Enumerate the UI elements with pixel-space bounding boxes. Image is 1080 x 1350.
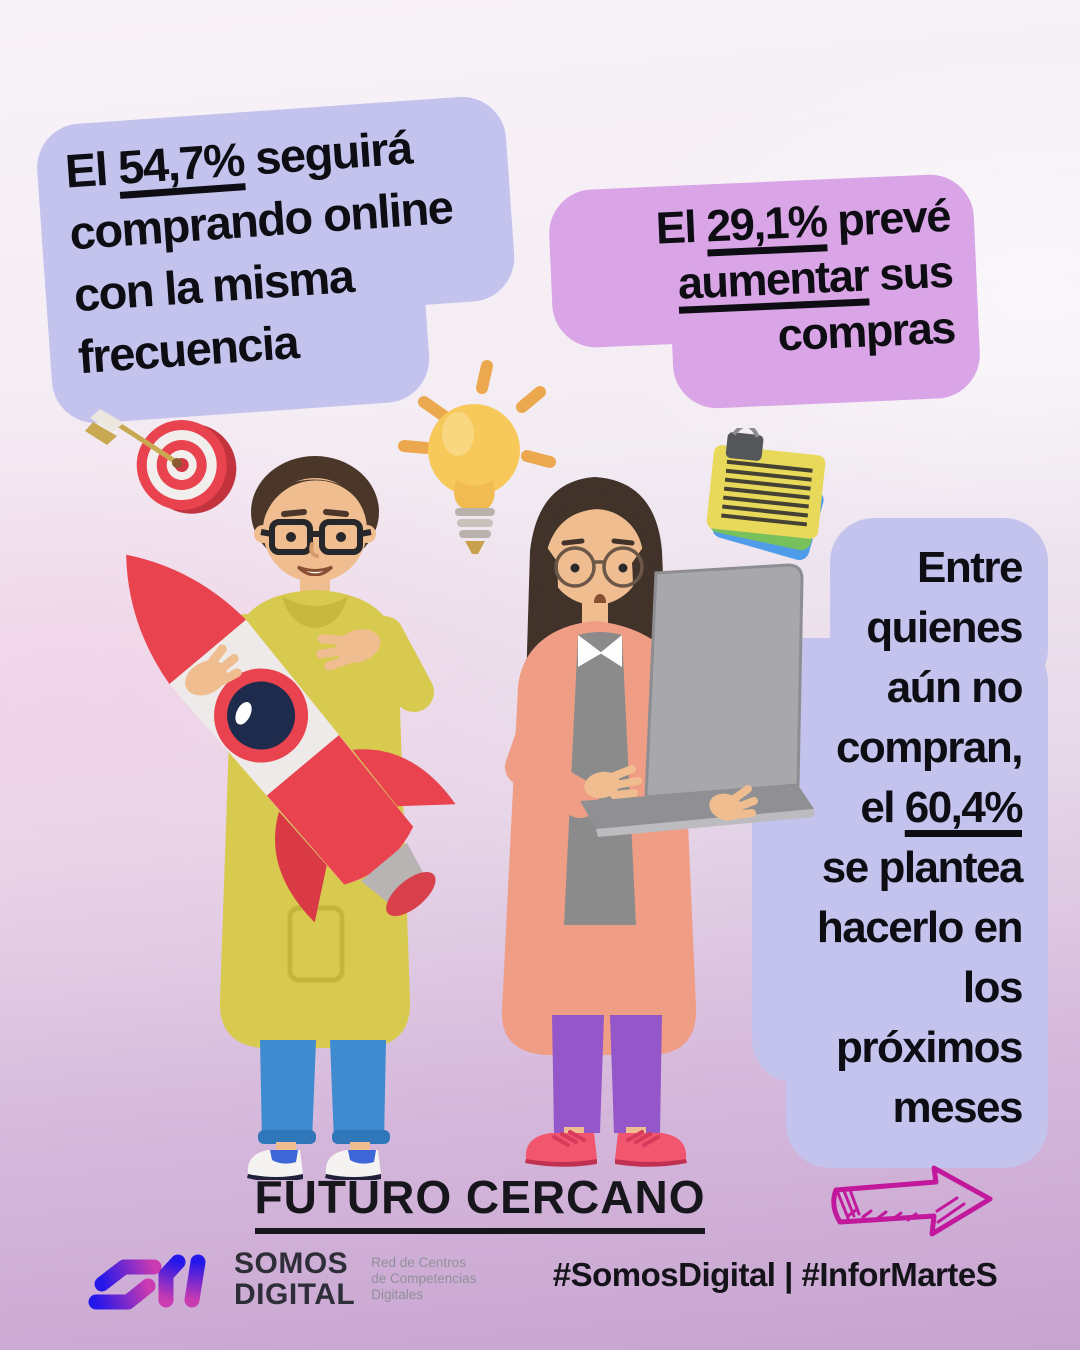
sketch-arrow-icon xyxy=(831,1165,993,1237)
man-right-sleeve xyxy=(342,616,434,712)
brand-name-line2: DIGITAL xyxy=(234,1278,356,1311)
rocket xyxy=(126,554,456,923)
bulb-body xyxy=(428,404,520,554)
rocket-porthole xyxy=(214,668,309,763)
clipboard-icon xyxy=(706,428,826,561)
brand-tagline-line1: Red de Centros xyxy=(371,1255,466,1270)
woman-right-hand xyxy=(709,785,758,821)
man-head xyxy=(263,478,367,582)
woman-character xyxy=(501,477,814,1167)
somos-digital-logomark xyxy=(88,1254,206,1310)
woman-glasses xyxy=(554,546,644,588)
stat-bubble-60-percent: Entre quienes aún no compran, el 60,4% se pla… xyxy=(752,518,1048,1168)
brand-tagline: Red de Centros de Competencias Digitales xyxy=(371,1255,476,1303)
brand-name-line1: SOMOS xyxy=(234,1247,349,1280)
man-right-hand xyxy=(316,629,381,671)
woman-left-sleeve xyxy=(505,668,599,818)
laptop-base xyxy=(580,785,814,829)
man-with-rocket-illustration xyxy=(126,456,456,1180)
dart-arrow xyxy=(85,409,182,468)
somos-digital-logo: SOMOS DIGITAL Red de Centros de Competen… xyxy=(88,1244,476,1314)
man-smile xyxy=(296,565,334,577)
man-sneakers xyxy=(247,1150,381,1180)
rocket-nozzle xyxy=(360,842,424,903)
poster-title-text: FUTURO CERCANO xyxy=(254,1171,706,1234)
poster-title: FUTURO CERCANO xyxy=(220,1170,740,1234)
woman-head xyxy=(547,509,643,605)
woman-left-hand xyxy=(584,765,642,799)
binder-clip xyxy=(725,432,764,461)
lightbulb-icon xyxy=(398,360,556,554)
man-glasses xyxy=(260,519,372,555)
woman-with-laptop-illustration xyxy=(501,477,814,1167)
dartboard xyxy=(136,420,237,514)
stat-text-29-percent: El 29,1% prevé aumentar sus compras xyxy=(654,189,956,361)
rocket-fin-left xyxy=(275,811,327,923)
hashtags: #SomosDigital | #InforMarteS xyxy=(552,1256,998,1293)
woman-pants xyxy=(552,1015,662,1139)
woman-sneakers xyxy=(525,1130,687,1167)
laptop xyxy=(580,563,814,837)
brand-tagline-line2: de Competencias xyxy=(371,1271,477,1286)
bubble-shape xyxy=(786,968,1048,1168)
stat-text-60-percent: Entre quienes aún no compran, el 60,4% se pla… xyxy=(816,543,1024,1132)
rocket-fin-right xyxy=(352,749,456,807)
man-left-hand xyxy=(185,644,242,696)
stat-bubble-29-percent: El 29,1% prevé aumentar sus compras xyxy=(547,172,982,415)
bulb-rays xyxy=(398,360,556,468)
yellow-note xyxy=(706,428,826,539)
brand-name: SOMOS DIGITAL xyxy=(234,1248,355,1310)
stat-text-54-percent: El 54,7% seguirá comprando online con la m… xyxy=(63,120,454,384)
man-jeans xyxy=(258,1040,390,1152)
rocket-nose-cone xyxy=(126,554,247,685)
target-icon xyxy=(85,409,237,514)
laptop-screen xyxy=(644,563,804,799)
woman-hair-fringe xyxy=(548,491,644,547)
brand-tagline-line3: Digitales xyxy=(371,1287,424,1302)
